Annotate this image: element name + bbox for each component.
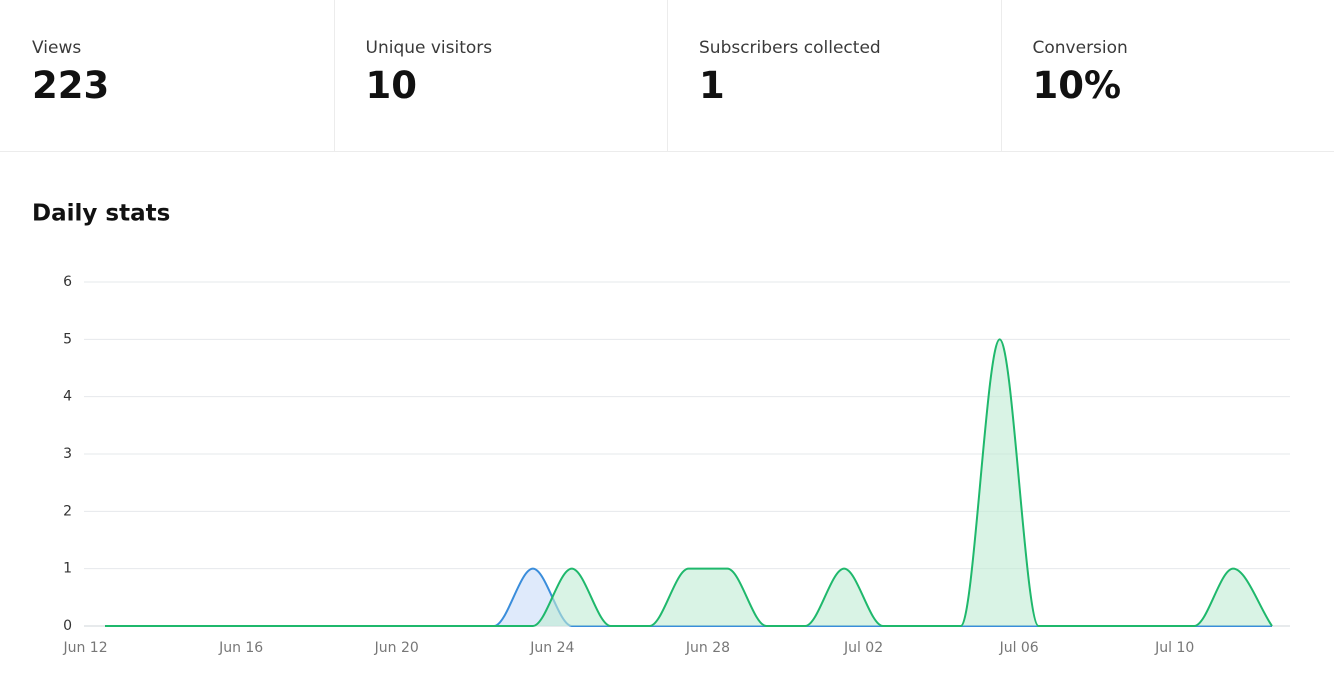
x-tick-label: Jun 24 xyxy=(529,640,574,656)
area-fill xyxy=(105,339,1272,626)
stat-card: Views 223 xyxy=(0,0,335,152)
chart-title: Daily stats xyxy=(32,201,170,227)
y-tick-label: 0 xyxy=(63,618,72,634)
x-tick-label: Jul 10 xyxy=(1154,640,1194,656)
x-tick-label: Jun 28 xyxy=(685,640,730,656)
y-tick-label: 1 xyxy=(63,561,72,577)
x-tick-label: Jun 16 xyxy=(218,640,263,656)
y-tick-label: 5 xyxy=(63,331,72,347)
stat-label: Conversion xyxy=(1032,38,1128,58)
stat-card: Unique visitors 10 xyxy=(333,0,668,152)
y-tick-label: 4 xyxy=(63,389,72,405)
y-tick-label: 2 xyxy=(63,503,72,519)
x-tick-label: Jun 20 xyxy=(374,640,419,656)
stat-card: Conversion 10% xyxy=(1000,0,1334,152)
stat-label: Unique visitors xyxy=(365,38,493,58)
stat-label: Views xyxy=(32,38,82,58)
y-tick-label: 3 xyxy=(63,446,72,462)
x-tick-label: Jul 02 xyxy=(843,640,883,656)
area-line xyxy=(105,338,1273,627)
stat-card: Subscribers collected 1 xyxy=(667,0,1002,152)
x-tick-label: Jul 06 xyxy=(999,640,1039,656)
stat-value: 223 xyxy=(32,64,110,107)
stat-value: 10 xyxy=(365,64,418,107)
stat-value: 1 xyxy=(699,64,725,107)
y-tick-label: 6 xyxy=(63,274,72,290)
x-tick-label: Jun 12 xyxy=(62,640,107,656)
stat-label: Subscribers collected xyxy=(699,38,881,58)
stat-value: 10% xyxy=(1032,64,1122,107)
